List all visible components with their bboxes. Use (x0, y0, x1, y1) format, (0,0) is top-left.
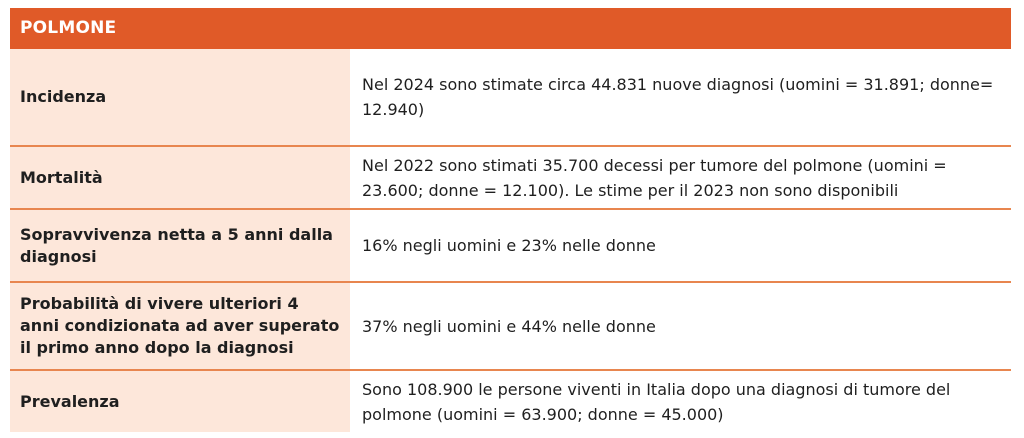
table-row-mortalita: Mortalità Nel 2022 sono stimati 35.700 d… (10, 147, 1011, 210)
row-value: 37% negli uomini e 44% nelle donne (350, 283, 1011, 369)
row-label: Prevalenza (10, 371, 350, 432)
row-label: Incidenza (10, 49, 350, 145)
table-row-sopravvivenza: Sopravvivenza netta a 5 anni dalla diagn… (10, 210, 1011, 283)
table-row-prevalenza: Prevalenza Sono 108.900 le persone viven… (10, 371, 1011, 432)
table-row-incidenza: Incidenza Nel 2024 sono stimate circa 44… (10, 49, 1011, 147)
row-value: Nel 2022 sono stimati 35.700 decessi per… (350, 147, 1011, 208)
info-table: POLMONE Incidenza Nel 2024 sono stimate … (10, 8, 1011, 432)
row-value: Sono 108.900 le persone viventi in Itali… (350, 371, 1011, 432)
table-row-probabilita: Probabilità di vivere ulteriori 4 anni c… (10, 283, 1011, 371)
table-title: POLMONE (10, 8, 1011, 49)
row-label: Mortalità (10, 147, 350, 208)
row-label: Probabilità di vivere ulteriori 4 anni c… (10, 283, 350, 369)
row-value: Nel 2024 sono stimate circa 44.831 nuove… (350, 49, 1011, 145)
row-value: 16% negli uomini e 23% nelle donne (350, 210, 1011, 281)
row-label: Sopravvivenza netta a 5 anni dalla diagn… (10, 210, 350, 281)
